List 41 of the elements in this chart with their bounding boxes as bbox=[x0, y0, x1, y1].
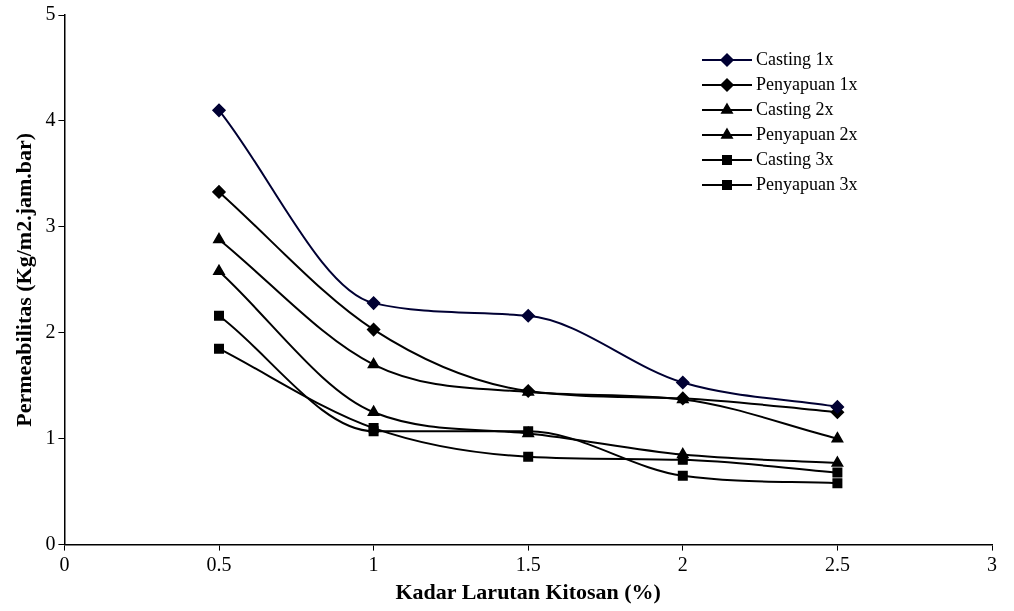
x-tick-label: 2.5 bbox=[824, 552, 850, 575]
legend-label: Casting 3x bbox=[756, 148, 834, 169]
point bbox=[366, 296, 381, 310]
point bbox=[676, 447, 689, 459]
y-tick-label: 1 bbox=[45, 425, 56, 448]
point bbox=[831, 431, 844, 443]
legend-label: Casting 1x bbox=[756, 48, 834, 69]
point bbox=[214, 310, 224, 321]
x-tick-label: 1 bbox=[368, 552, 379, 575]
legend-label: Penyapuan 3x bbox=[756, 173, 858, 194]
point bbox=[214, 343, 224, 354]
point bbox=[830, 400, 845, 414]
x-tick-label: 0 bbox=[59, 552, 70, 575]
point bbox=[677, 470, 688, 481]
y-tick-label: 4 bbox=[45, 108, 56, 131]
point bbox=[212, 103, 226, 118]
x-tick-label: 3 bbox=[987, 552, 997, 575]
legend-label: Penyapuan 2x bbox=[756, 123, 858, 144]
point bbox=[832, 478, 843, 489]
y-axis-title: Permeabilitas (Kg/m2.jam.bar) bbox=[10, 132, 36, 427]
legend-label: Penyapuan 1x bbox=[756, 73, 858, 94]
legend-label: Casting 2x bbox=[756, 98, 834, 119]
y-tick-label: 0 bbox=[45, 531, 56, 554]
point bbox=[367, 405, 380, 416]
point bbox=[213, 232, 225, 244]
point bbox=[831, 456, 844, 467]
x-tick-label: 1.5 bbox=[515, 552, 541, 575]
point bbox=[676, 375, 690, 390]
point bbox=[832, 467, 843, 478]
y-tick-label: 3 bbox=[45, 214, 56, 237]
point bbox=[213, 264, 225, 276]
point bbox=[521, 309, 535, 323]
y-tick-label: 5 bbox=[45, 2, 56, 25]
x-tick-label: 0.5 bbox=[206, 552, 232, 575]
x-tick-label: 2 bbox=[677, 552, 688, 575]
x-axis-title: Kadar Larutan Kitosan (%) bbox=[395, 579, 661, 605]
point bbox=[366, 322, 381, 337]
y-tick-label: 2 bbox=[45, 320, 56, 343]
point bbox=[212, 185, 226, 199]
point bbox=[367, 357, 380, 369]
point bbox=[523, 451, 534, 462]
